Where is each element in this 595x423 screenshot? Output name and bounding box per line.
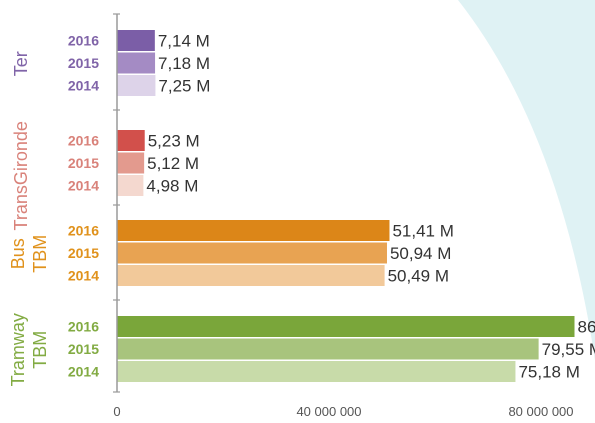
year-label: 2015 [68,155,99,171]
year-label: 2016 [68,33,99,49]
value-label: 86,32 M [577,318,595,337]
x-tick-label: 40 000 000 [296,404,361,419]
value-label: 79,55 M [542,340,595,359]
value-label: 7,18 M [158,54,210,73]
bar [117,30,155,51]
bar [117,242,387,264]
axis-layer [113,13,120,393]
bar [117,175,144,196]
value-label: 50,49 M [388,267,449,286]
group-label: Ter [11,51,31,76]
value-label: 4,98 M [146,177,198,196]
group-label: Tramway [8,313,28,386]
bar [117,316,575,337]
x-tick-label: 80 000 000 [508,404,573,419]
value-label: 7,14 M [158,32,210,51]
bars-layer [117,30,575,382]
bar [117,52,156,74]
value-label: 75,18 M [518,363,579,382]
group-label: TransGironde [11,121,31,230]
labels-layer: 0 40 000 000 80 000 000 2016 7,14 M 2015 7,18 … [8,32,595,420]
x-tick-label: 0 [113,404,120,419]
value-label: 51,41 M [392,222,453,241]
year-label: 2014 [68,78,99,94]
year-label: 2016 [68,133,99,149]
group-label: TBM [30,331,50,369]
group-label: Bus [8,238,28,269]
bar [117,152,145,174]
year-label: 2014 [68,268,99,284]
year-label: 2016 [68,319,99,335]
year-label: 2014 [68,178,99,194]
value-label: 5,12 M [147,154,199,173]
value-label: 50,94 M [390,244,451,263]
bar [117,75,156,96]
bar [117,265,385,286]
background-arc [458,0,595,360]
bar [117,338,539,360]
bar [117,361,516,382]
group-label: TBM [30,235,50,273]
year-label: 2014 [68,364,99,380]
year-label: 2016 [68,223,99,239]
bar [117,130,145,151]
year-label: 2015 [68,55,99,71]
bar [117,220,390,241]
value-label: 7,25 M [158,77,210,96]
value-label: 5,23 M [148,132,200,151]
year-label: 2015 [68,341,99,357]
year-label: 2015 [68,245,99,261]
